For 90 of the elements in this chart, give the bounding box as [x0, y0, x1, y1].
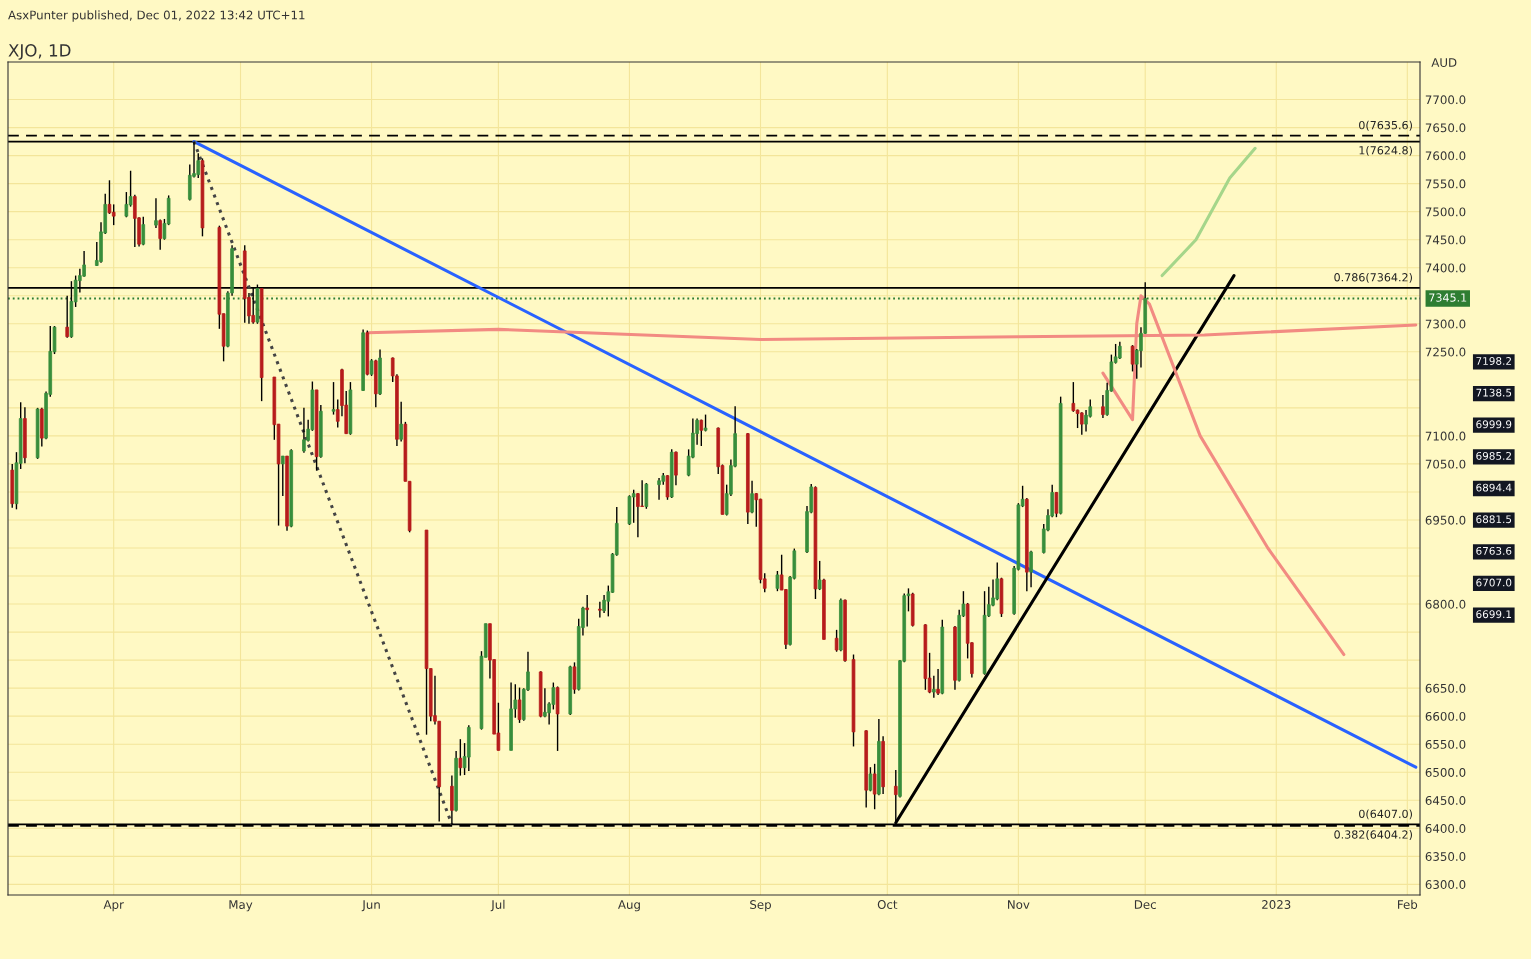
ref-line-label: 0(6407.0) — [1359, 809, 1412, 820]
candlestick — [111, 203, 116, 226]
candlestick — [1101, 394, 1105, 419]
candlestick — [107, 179, 112, 215]
candlestick — [281, 455, 285, 497]
candlestick — [657, 477, 661, 501]
candlestick — [331, 381, 336, 416]
ref-line-label: 0(7635.6) — [1359, 120, 1412, 131]
candlestick — [302, 407, 306, 454]
ref-line-label: 0.382(6404.2) — [1334, 830, 1412, 841]
x-tick-label: Jun — [361, 900, 380, 912]
x-tick-label: Aug — [618, 900, 640, 912]
candlestick — [834, 629, 839, 653]
y-tick-label: 6450.0 — [1425, 795, 1466, 805]
y-tick-label: 6650.0 — [1425, 683, 1466, 693]
candlestick — [1054, 491, 1059, 518]
y-tick-label: 7650.0 — [1425, 123, 1466, 133]
x-tick-label: Apr — [103, 900, 124, 912]
text: 7198.2 — [1476, 357, 1511, 365]
y-tick-label: 7450.0 — [1425, 235, 1466, 245]
candlestick — [932, 675, 936, 699]
x-tick-label: Feb — [1398, 899, 1418, 909]
candlestick — [674, 450, 678, 486]
candlestick — [1029, 550, 1033, 588]
line-series — [1160, 146, 1257, 278]
candlestick — [399, 401, 403, 443]
candlestick — [585, 594, 589, 628]
y-tick-label: 7550.0 — [1425, 179, 1466, 189]
x-tick-label: Oct — [877, 900, 898, 909]
candlestick — [65, 295, 69, 339]
text: 6763.6 — [1476, 546, 1512, 555]
y-tick-label: 7300.0 — [1425, 319, 1466, 329]
text: 7138.5 — [1476, 388, 1512, 397]
candlestick — [775, 570, 780, 592]
y-tick-label: 7400.0 — [1425, 263, 1466, 273]
chart-title: XJO, 1D — [8, 44, 71, 60]
candlestick — [133, 194, 137, 248]
text: 6999.9 — [1476, 420, 1512, 429]
ref-line-label: 7345.1 — [1429, 293, 1467, 302]
candlestick — [1084, 409, 1088, 433]
y-tick-label: 6300.0 — [1425, 880, 1466, 889]
ref-line-label: 1(7624.8) — [1359, 145, 1412, 156]
candlestick — [699, 418, 704, 447]
text: 6699.1 — [1476, 610, 1512, 619]
y-tick-label: 7600.0 — [1425, 151, 1466, 161]
candlestick — [1130, 344, 1135, 373]
y-tick-label: 6550.0 — [1425, 739, 1466, 749]
y-tick-label: 7700.0 — [1425, 95, 1466, 105]
y-tick-label: 6800.0 — [1425, 599, 1466, 609]
y-tick-label: 7250.0 — [1425, 347, 1466, 357]
candlestick — [335, 398, 340, 429]
candlestick — [517, 686, 522, 724]
text: 6881.5 — [1476, 515, 1512, 524]
candlestick — [598, 601, 602, 619]
candlestick — [665, 474, 670, 501]
x-tick-label: Nov — [1008, 900, 1030, 909]
candlestick — [154, 197, 158, 229]
x-tick-label: 2023 — [1262, 900, 1291, 909]
candlestick — [750, 480, 754, 514]
candlestick — [817, 560, 822, 591]
text: 6894.4 — [1476, 483, 1512, 492]
candlestick — [640, 479, 644, 508]
candlestick — [141, 216, 146, 246]
y-tick-label: 6950.0 — [1425, 515, 1466, 525]
candlestick — [936, 668, 940, 696]
y-tick-label: 6600.0 — [1425, 711, 1466, 721]
candlestick — [572, 661, 577, 695]
y-tick-label: 7500.0 — [1425, 207, 1466, 217]
x-tick-label: Sep — [750, 900, 771, 912]
x-tick-label: May — [229, 900, 253, 912]
candlestick — [1071, 381, 1076, 413]
y-tick-label: 6500.0 — [1425, 767, 1466, 777]
x-tick-label: Jul — [490, 899, 505, 912]
candlestick — [644, 482, 649, 510]
y-tick-label: 7100.0 — [1425, 431, 1466, 441]
text: AsxPunter published, Dec 01, 2022 13:42 UTC+11 — [8, 10, 305, 22]
x-tick-label: Dec — [1134, 900, 1156, 909]
text: 6707.0 — [1476, 578, 1512, 587]
candlestick — [124, 191, 129, 218]
candlestick — [631, 489, 636, 524]
candlestick — [458, 738, 463, 777]
y-tick-label: 6400.0 — [1425, 824, 1466, 833]
text: 6985.2 — [1476, 451, 1511, 460]
y-tick-label: 6350.0 — [1425, 852, 1466, 861]
y-axis-title: AUD — [1431, 58, 1457, 67]
y-tick-label: 7050.0 — [1425, 459, 1466, 469]
candlestick — [1080, 411, 1084, 436]
candlestick — [868, 766, 873, 792]
ref-line-label: 0.786(7364.2) — [1334, 272, 1412, 283]
candlestick — [872, 763, 877, 810]
